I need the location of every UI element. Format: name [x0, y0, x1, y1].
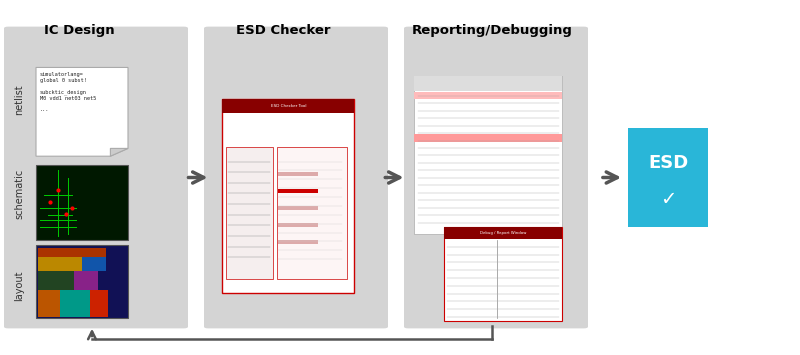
FancyBboxPatch shape — [82, 257, 106, 271]
FancyBboxPatch shape — [414, 92, 562, 99]
FancyBboxPatch shape — [278, 206, 318, 210]
Text: schematic: schematic — [14, 168, 24, 219]
FancyBboxPatch shape — [278, 223, 318, 227]
FancyBboxPatch shape — [444, 227, 562, 239]
Text: ESD Checker: ESD Checker — [236, 24, 330, 37]
FancyBboxPatch shape — [204, 27, 388, 328]
FancyBboxPatch shape — [278, 189, 318, 193]
Text: simulatorlang=
global 0 subst!

subcktic_design
M0 vdd1 net03 net5

...: simulatorlang= global 0 subst! subcktic_… — [40, 72, 96, 112]
FancyBboxPatch shape — [38, 257, 82, 271]
FancyBboxPatch shape — [278, 172, 318, 176]
FancyBboxPatch shape — [74, 271, 98, 290]
FancyBboxPatch shape — [38, 290, 60, 317]
FancyBboxPatch shape — [4, 27, 188, 328]
FancyBboxPatch shape — [60, 290, 90, 317]
FancyBboxPatch shape — [404, 27, 588, 328]
FancyBboxPatch shape — [414, 76, 562, 91]
FancyBboxPatch shape — [414, 76, 562, 234]
Text: IC Design: IC Design — [44, 24, 114, 37]
FancyBboxPatch shape — [277, 147, 347, 279]
FancyBboxPatch shape — [444, 227, 562, 321]
Text: ESD: ESD — [648, 154, 688, 171]
FancyBboxPatch shape — [222, 99, 354, 293]
FancyBboxPatch shape — [226, 147, 273, 279]
FancyBboxPatch shape — [90, 290, 108, 317]
Text: netlist: netlist — [14, 84, 24, 115]
FancyBboxPatch shape — [38, 271, 74, 290]
Polygon shape — [110, 148, 128, 156]
Text: Debug / Report Window: Debug / Report Window — [480, 231, 526, 235]
FancyBboxPatch shape — [36, 245, 128, 318]
FancyBboxPatch shape — [278, 240, 318, 244]
Polygon shape — [36, 67, 128, 156]
FancyBboxPatch shape — [38, 248, 106, 257]
FancyBboxPatch shape — [414, 134, 562, 142]
Text: layout: layout — [14, 271, 24, 301]
FancyBboxPatch shape — [222, 99, 354, 113]
FancyBboxPatch shape — [628, 128, 708, 227]
Text: ESD Checker Tool: ESD Checker Tool — [270, 104, 306, 108]
Text: ✓: ✓ — [660, 190, 676, 209]
FancyBboxPatch shape — [36, 165, 128, 240]
Text: Reporting/Debugging: Reporting/Debugging — [412, 24, 573, 37]
